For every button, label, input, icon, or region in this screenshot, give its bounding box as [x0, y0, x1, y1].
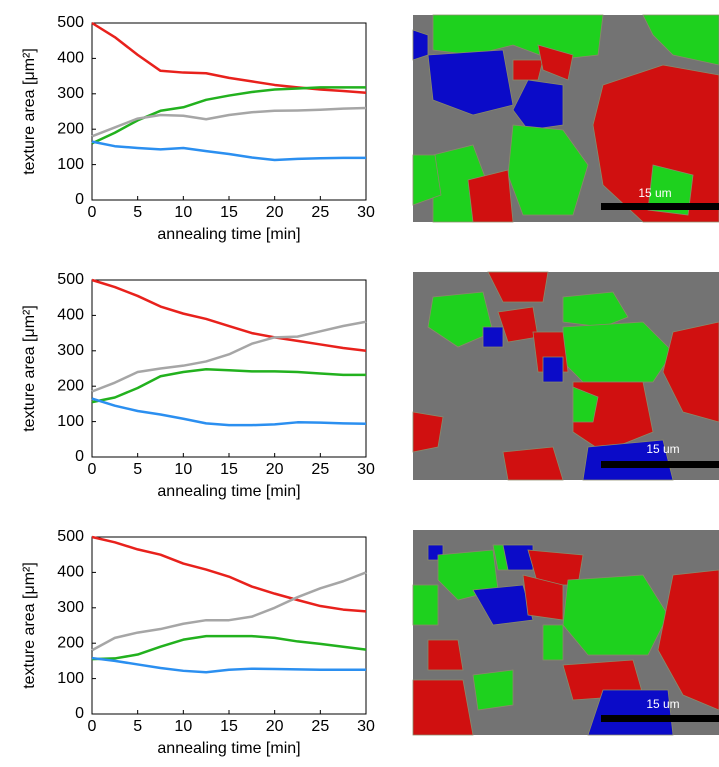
plot-frame — [91, 22, 367, 201]
x-tick-label: 20 — [266, 461, 284, 478]
y-tick-label: 500 — [57, 14, 84, 31]
x-tick-label: 10 — [174, 461, 192, 478]
y-axis-label: texture area [μm²] — [21, 305, 38, 432]
micrograph: 15 um — [412, 271, 719, 481]
scale-label: 15 um — [646, 442, 679, 456]
x-tick-label: 25 — [311, 718, 329, 735]
y-tick-label: 500 — [57, 271, 84, 288]
y-tick-label: 100 — [57, 413, 84, 430]
x-tick-label: 30 — [357, 461, 375, 478]
x-tick-label: 0 — [88, 461, 97, 478]
x-tick-label: 25 — [311, 461, 329, 478]
y-tick-label: 400 — [57, 50, 84, 67]
x-tick-label: 25 — [311, 204, 329, 221]
y-tick-label: 200 — [57, 120, 84, 137]
scale-label: 15 um — [646, 697, 679, 711]
plot-frame — [91, 279, 367, 458]
y-tick-label: 0 — [75, 705, 84, 722]
data-line — [91, 656, 366, 674]
y-tick-label: 300 — [57, 599, 84, 616]
x-tick-label: 10 — [174, 204, 192, 221]
data-line — [91, 21, 367, 94]
x-tick-label: 20 — [266, 204, 284, 221]
data-line — [91, 320, 367, 393]
x-tick-label: 30 — [357, 204, 375, 221]
data-line — [91, 278, 367, 353]
plot-frame — [91, 536, 367, 715]
x-axis-label: annealing time [min] — [157, 226, 300, 243]
data-line — [91, 535, 367, 613]
x-tick-label: 5 — [133, 461, 142, 478]
x-tick-label: 20 — [266, 718, 284, 735]
y-tick-label: 300 — [57, 85, 84, 102]
y-tick-label: 100 — [57, 670, 84, 687]
data-line — [91, 106, 367, 138]
x-tick-label: 5 — [133, 718, 142, 735]
data-line — [91, 571, 367, 652]
y-tick-label: 200 — [57, 377, 84, 394]
y-tick-label: 0 — [75, 191, 84, 208]
y-axis-label: texture area [μm²] — [21, 48, 38, 175]
x-tick-label: 15 — [220, 718, 238, 735]
micrograph: 15 um — [412, 14, 719, 223]
data-line — [91, 140, 366, 162]
data-line — [91, 634, 367, 661]
data-line — [91, 86, 366, 145]
y-tick-label: 400 — [57, 564, 84, 581]
y-tick-label: 300 — [57, 342, 84, 359]
data-line — [91, 367, 366, 404]
y-tick-label: 100 — [57, 156, 84, 173]
micrograph: 15 um — [412, 530, 719, 736]
y-tick-label: 400 — [57, 307, 84, 324]
x-tick-label: 5 — [133, 204, 142, 221]
y-tick-label: 200 — [57, 634, 84, 651]
scale-label: 15 um — [638, 186, 671, 200]
data-line — [91, 397, 367, 427]
y-tick-label: 500 — [57, 528, 84, 545]
x-tick-label: 0 — [88, 204, 97, 221]
x-tick-label: 0 — [88, 718, 97, 735]
x-tick-label: 15 — [220, 461, 238, 478]
x-axis-label: annealing time [min] — [157, 740, 300, 757]
y-tick-label: 0 — [75, 448, 84, 465]
x-tick-label: 10 — [174, 718, 192, 735]
x-tick-label: 15 — [220, 204, 238, 221]
y-axis-label: texture area [μm²] — [21, 562, 38, 689]
x-tick-label: 30 — [357, 718, 375, 735]
x-axis-label: annealing time [min] — [157, 483, 300, 500]
